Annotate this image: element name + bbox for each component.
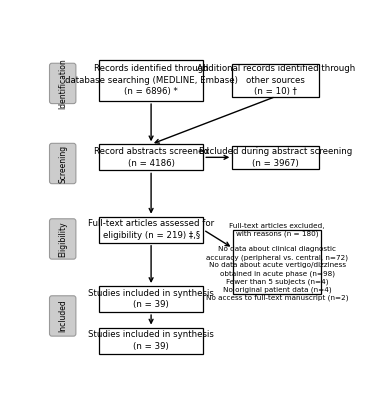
FancyBboxPatch shape xyxy=(232,146,319,169)
Text: Eligibility: Eligibility xyxy=(58,221,67,257)
Text: Studies included in synthesis
(n = 39): Studies included in synthesis (n = 39) xyxy=(88,330,214,351)
Text: Records identified through
database searching (MEDLINE, Embase)
(n = 6896) *: Records identified through database sear… xyxy=(65,64,237,96)
Text: Record abstracts screened
(n = 4186): Record abstracts screened (n = 4186) xyxy=(94,147,209,168)
FancyBboxPatch shape xyxy=(232,64,319,96)
FancyBboxPatch shape xyxy=(99,217,203,243)
Text: Full-text articles excluded,
with reasons (n = 180)

No data about clinical diag: Full-text articles excluded, with reason… xyxy=(206,223,349,302)
FancyBboxPatch shape xyxy=(49,143,76,184)
FancyBboxPatch shape xyxy=(99,286,203,312)
FancyBboxPatch shape xyxy=(49,63,76,104)
FancyBboxPatch shape xyxy=(99,328,203,354)
FancyBboxPatch shape xyxy=(49,219,76,259)
Text: Identification: Identification xyxy=(58,58,67,109)
Text: Full-text articles assessed for
eligibility (n = 219) ‡,§: Full-text articles assessed for eligibil… xyxy=(88,220,214,240)
Text: Studies included in synthesis
(n = 39): Studies included in synthesis (n = 39) xyxy=(88,289,214,309)
FancyBboxPatch shape xyxy=(233,230,321,294)
Text: Excluded during abstract screening
(n = 3967): Excluded during abstract screening (n = … xyxy=(199,147,352,168)
Text: Additional records identified through
other sources
(n = 10) †: Additional records identified through ot… xyxy=(197,64,355,96)
FancyBboxPatch shape xyxy=(49,296,76,336)
Text: Screening: Screening xyxy=(58,144,67,182)
FancyBboxPatch shape xyxy=(99,144,203,170)
FancyBboxPatch shape xyxy=(99,60,203,101)
Text: Included: Included xyxy=(58,300,67,332)
